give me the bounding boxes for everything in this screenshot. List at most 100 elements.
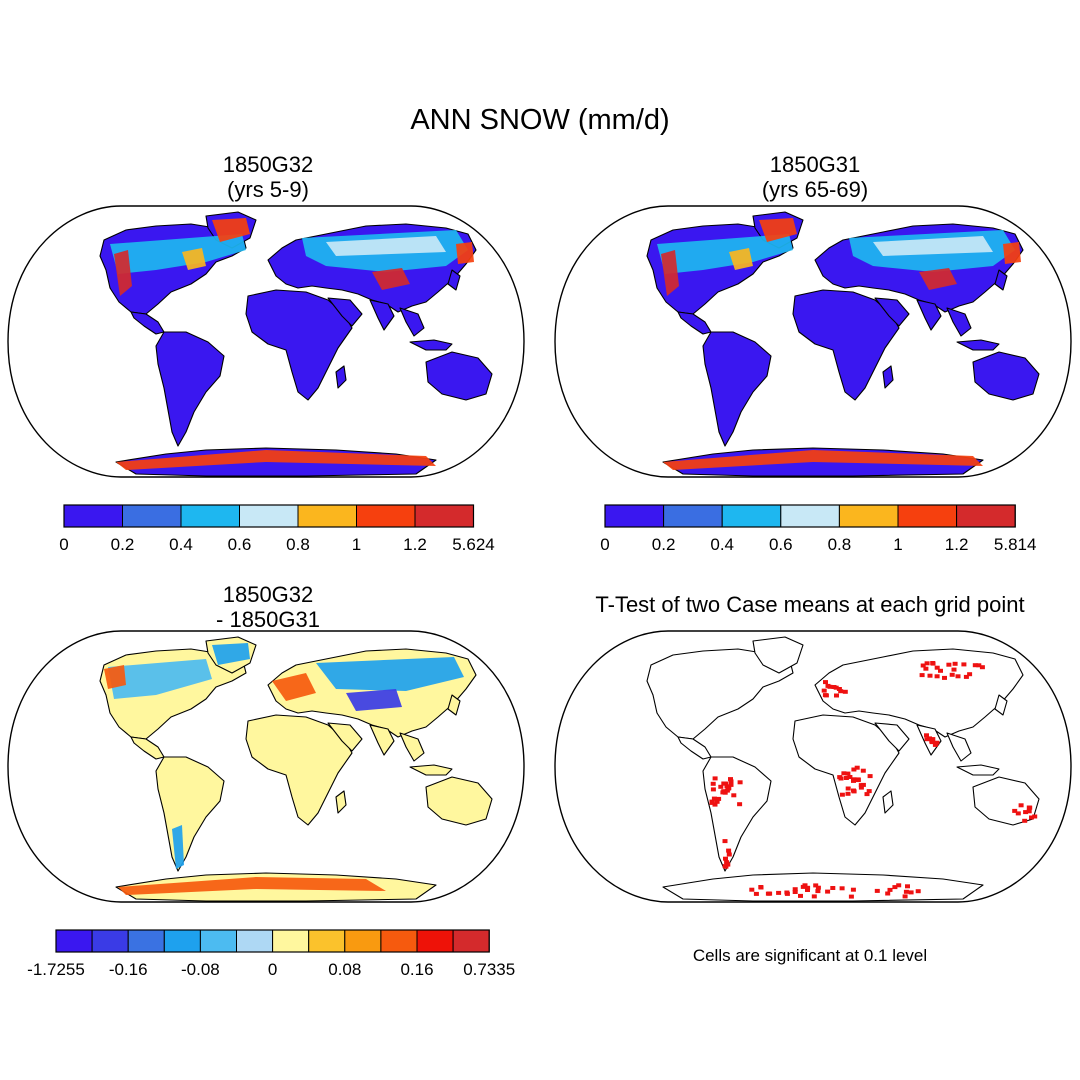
continent-eurasia	[814, 648, 1024, 738]
significant-cell-australia	[1015, 811, 1021, 816]
colorbar-tick-label: 0	[59, 535, 68, 554]
field-antarctic-snow-edge	[663, 450, 983, 470]
significant-cell-antarctica	[896, 883, 902, 888]
significant-cell-antarctica	[758, 885, 764, 890]
significant-cell-central-africa	[845, 791, 851, 796]
significant-cell-amazon	[712, 776, 718, 781]
colorbar-box	[236, 929, 274, 953]
continent-australia	[972, 351, 1040, 401]
significant-cell-siberia	[934, 674, 940, 679]
significant-cell-siberia	[951, 667, 957, 672]
map-content	[99, 636, 493, 902]
colorbar-box	[838, 504, 899, 528]
colorbar-box	[344, 929, 382, 953]
colorbar-tick-label: 5.624	[452, 535, 495, 554]
continent-indonesia	[956, 764, 1000, 776]
significant-cell-antarctica	[766, 891, 772, 896]
significant-cell-antarctica	[776, 890, 782, 895]
significant-cell-antarctica	[805, 888, 810, 892]
panel-title-line1: 1850G32	[222, 582, 314, 607]
colorbar-box	[604, 504, 665, 528]
panel-title-line1: 1850G32	[222, 152, 314, 177]
colorbar-box	[956, 504, 1016, 528]
significant-cell-antarctica	[830, 886, 836, 890]
significant-cell-amazon	[709, 800, 715, 805]
significant-cell-antarctica	[905, 884, 910, 889]
colorbar-frame	[55, 929, 490, 953]
significant-cell-siberia	[923, 666, 929, 671]
colorbar-tick-label: 5.814	[994, 535, 1037, 554]
map-content	[99, 211, 493, 477]
panel-title-1850g32: 1850G32 (yrs 5-9)	[118, 152, 418, 202]
colorbar-difference: -1.7255 -0.16 -0.08 0 0.08 0.16 0.7335	[27, 929, 515, 979]
continent-arabia	[327, 722, 363, 752]
colorbar-tick-label: 0.7335	[463, 960, 515, 979]
continent-central-america	[677, 311, 712, 335]
map-content	[646, 211, 1040, 477]
significant-cell-central-africa	[864, 792, 870, 797]
colorbar-tick-label: 0.16	[400, 960, 433, 979]
significant-cell-siberia	[972, 663, 978, 668]
colorbar-box	[239, 504, 299, 528]
significant-cell-antarctica	[887, 887, 893, 892]
continent-indonesia	[409, 764, 453, 776]
significant-cell-central-africa	[866, 789, 872, 794]
colorbar-box	[380, 929, 418, 953]
colorbar-tick-label: 0.4	[710, 535, 734, 554]
colorbar-frame	[63, 504, 475, 528]
significant-cell-central-africa	[860, 768, 866, 773]
colorbar-tick-label: 0	[268, 960, 277, 979]
colorbar-box	[163, 929, 201, 953]
continent-central-america	[677, 736, 712, 760]
significant-cell-central-africa	[854, 765, 860, 770]
significant-cell-antarctica	[784, 890, 790, 895]
colorbar-box	[356, 504, 416, 528]
significant-cell-antarctica	[908, 890, 914, 895]
continent-south-america	[155, 756, 225, 872]
colorbar-tick-label: 1	[352, 535, 361, 554]
colorbar-box	[122, 504, 182, 528]
significant-cell-amazon	[728, 777, 733, 782]
significant-cell-siberia	[967, 672, 973, 677]
colorbar-tick-label: 0.6	[228, 535, 252, 554]
continent-africa	[792, 714, 900, 826]
colorbar-tick-label: 1.2	[403, 535, 427, 554]
field-tibet-snow	[372, 268, 410, 290]
significant-cell-amazon	[726, 786, 732, 791]
significant-cell-europe	[833, 685, 839, 690]
significant-cell-amazon	[714, 799, 720, 804]
significant-cell-amazon	[710, 781, 716, 786]
colorbar-box	[297, 504, 357, 528]
significant-cell-australia	[1018, 803, 1024, 808]
significant-cell-siberia	[955, 674, 961, 679]
colorbar-box	[663, 504, 723, 528]
significant-cell-antarctica	[792, 890, 798, 894]
significant-cell-amazon	[720, 790, 726, 795]
significant-cell-amazon	[724, 788, 730, 793]
continent-north-america	[646, 648, 794, 740]
significant-cell-antarctica	[885, 891, 891, 896]
significant-cell-europe	[823, 680, 828, 685]
continent-arabia	[874, 722, 910, 752]
field-siberia-diff	[316, 657, 464, 691]
significant-cell-siberia	[961, 662, 967, 667]
continent-madagascar	[882, 790, 894, 814]
continent-greenland	[752, 636, 804, 674]
panel-title-line2: - 1850G31	[216, 607, 320, 632]
colorbar-box	[780, 504, 840, 528]
significant-cell-southern-andes	[724, 860, 730, 865]
colorbar-box	[308, 929, 346, 953]
continent-south-america	[155, 331, 225, 447]
map-outline	[554, 205, 1072, 478]
continent-india	[369, 299, 395, 331]
continent-southeast-asia	[946, 732, 972, 762]
significant-cell-antarctica	[850, 887, 856, 892]
significant-cell-siberia	[930, 661, 936, 665]
continent-madagascar	[335, 365, 347, 389]
field-kamchatka-snow	[1003, 242, 1021, 264]
panel-title-difference: 1850G32 - 1850G31	[118, 582, 418, 632]
map-outline	[7, 630, 525, 903]
colorbar-box	[55, 929, 93, 953]
significant-cell-india	[929, 739, 935, 744]
significant-cell-siberia	[949, 672, 955, 677]
